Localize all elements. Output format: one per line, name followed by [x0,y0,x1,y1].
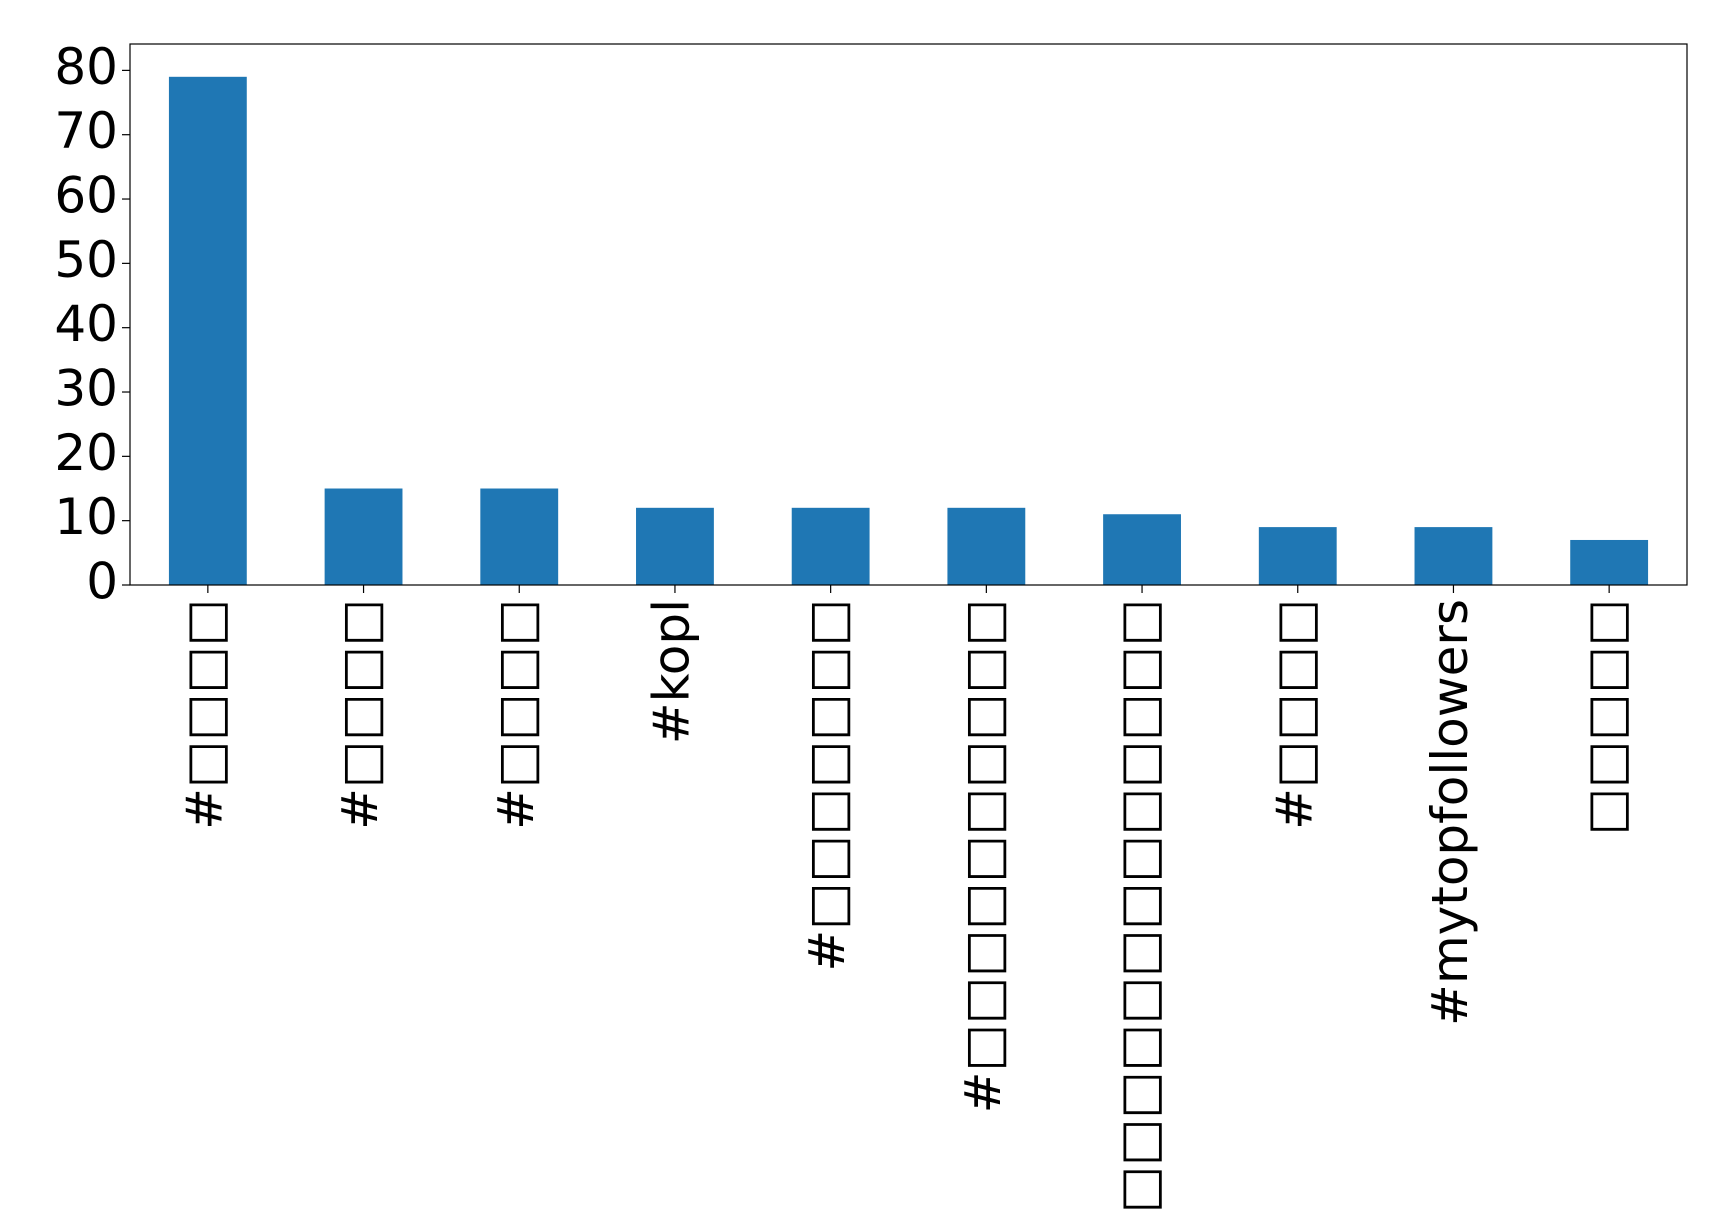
x-tick-label: #kopl [642,599,700,744]
y-tick-label: 60 [54,167,118,225]
bar [791,507,870,585]
plot-frame [129,43,1688,586]
y-tick-label: 10 [54,488,118,546]
bar [480,488,559,585]
x-tick-label: □□□□□ [1577,599,1635,835]
bar [1258,527,1337,585]
x-tick-label: #□□□□ [1265,599,1323,830]
y-tick-label: 0 [86,553,118,611]
y-tick-label: 30 [54,360,118,418]
y-tick-label: 20 [54,424,118,482]
y-tick-label: 40 [54,295,118,353]
y-tick-label: 70 [54,102,118,160]
bar [1103,514,1181,585]
x-tick-label: #□□□□ [487,599,545,830]
x-tick-label: #□□□□□□□□□□ [954,599,1012,1113]
x-tick-label: #□□□□□□□ [798,599,856,972]
bar [168,76,247,585]
x-tick-label: #mytopfollowers [1421,599,1479,1026]
bar [1570,539,1649,585]
y-tick-label: 80 [54,38,118,96]
x-tick-label: #□□□□ [175,599,233,830]
x-tick-label: #□□□□□□□□□□□□□ [1110,599,1168,1210]
bar [636,507,714,585]
y-tick-label: 50 [54,231,118,289]
x-tick-label: #□□□□ [331,599,389,830]
bar [1414,527,1493,585]
bar [947,507,1026,585]
bar [324,488,403,585]
